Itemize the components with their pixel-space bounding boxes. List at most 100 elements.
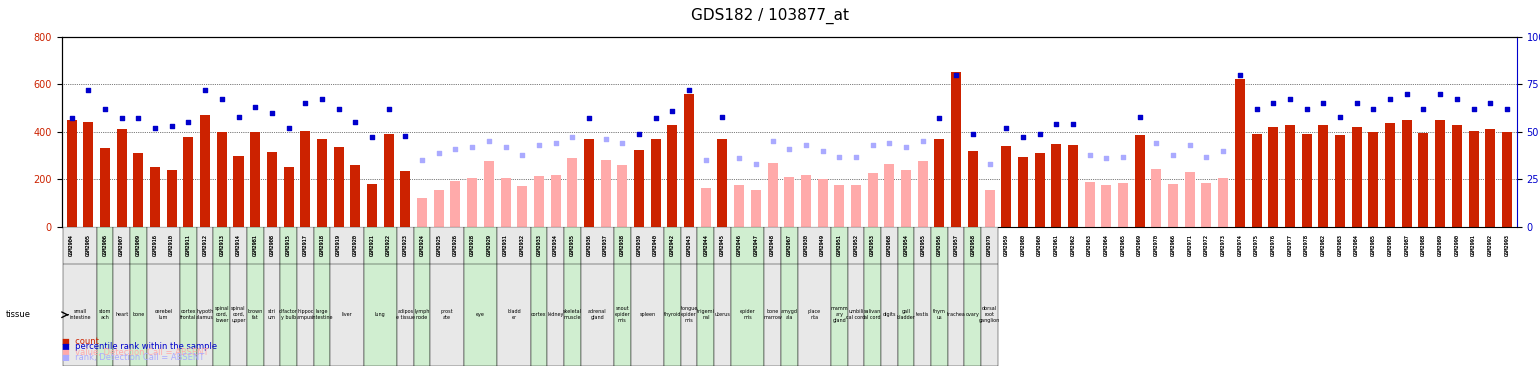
Bar xyxy=(784,177,795,227)
Text: place
nta: place nta xyxy=(807,309,821,320)
Point xyxy=(893,144,918,150)
Bar xyxy=(1269,127,1278,227)
Text: salivan
al cord: salivan al cord xyxy=(864,309,881,320)
Point xyxy=(476,138,501,144)
FancyBboxPatch shape xyxy=(864,264,881,366)
Text: GSM2945: GSM2945 xyxy=(721,234,725,256)
Text: mamm
ary
gland: mamm ary gland xyxy=(830,306,849,323)
FancyBboxPatch shape xyxy=(781,227,798,264)
FancyBboxPatch shape xyxy=(97,227,114,264)
Text: GSM2975: GSM2975 xyxy=(1254,234,1260,256)
Bar xyxy=(1135,135,1144,227)
Text: GSM2922: GSM2922 xyxy=(387,234,391,256)
Text: GSM2970: GSM2970 xyxy=(1153,234,1160,256)
Text: GSM2973: GSM2973 xyxy=(1221,234,1226,256)
Bar xyxy=(367,184,377,227)
Text: GSM2965: GSM2965 xyxy=(1121,234,1126,256)
Text: GSM2921: GSM2921 xyxy=(370,234,374,256)
Text: GSM2906: GSM2906 xyxy=(103,234,108,256)
Point xyxy=(360,135,385,141)
Bar xyxy=(1284,124,1295,227)
Text: GSM2907: GSM2907 xyxy=(119,234,125,256)
Text: GSM2925: GSM2925 xyxy=(436,234,442,256)
Text: GSM2913: GSM2913 xyxy=(219,234,225,256)
Text: GSM2947: GSM2947 xyxy=(753,234,758,256)
Text: eye: eye xyxy=(476,312,485,317)
Bar xyxy=(1502,132,1512,227)
Text: GSM2968: GSM2968 xyxy=(887,234,892,256)
FancyBboxPatch shape xyxy=(314,264,330,366)
Text: GSM2980: GSM2980 xyxy=(1021,234,1026,256)
FancyBboxPatch shape xyxy=(114,264,129,366)
Text: GSM2971: GSM2971 xyxy=(1187,234,1192,256)
Bar xyxy=(1335,135,1344,227)
Point xyxy=(410,157,434,163)
Text: GSM2988: GSM2988 xyxy=(1421,234,1426,256)
Text: GSM2922: GSM2922 xyxy=(387,234,391,256)
Bar xyxy=(767,163,778,227)
Text: bladd
er: bladd er xyxy=(507,309,521,320)
Text: GSM2930: GSM2930 xyxy=(804,234,808,256)
Text: GSM2943: GSM2943 xyxy=(687,234,691,256)
Text: cerebel
lum: cerebel lum xyxy=(154,309,172,320)
Text: GSM2931: GSM2931 xyxy=(504,234,508,256)
Text: GSM2970: GSM2970 xyxy=(1153,234,1160,256)
FancyBboxPatch shape xyxy=(330,227,363,264)
Text: GSM2978: GSM2978 xyxy=(1304,234,1309,256)
Text: GSM2991: GSM2991 xyxy=(1471,234,1475,256)
FancyBboxPatch shape xyxy=(732,264,764,366)
FancyBboxPatch shape xyxy=(214,227,229,264)
FancyBboxPatch shape xyxy=(764,227,781,264)
Text: GSM2965: GSM2965 xyxy=(1121,234,1126,256)
Text: GSM2917: GSM2917 xyxy=(303,234,308,256)
Bar xyxy=(818,179,827,227)
Bar xyxy=(952,72,961,227)
FancyBboxPatch shape xyxy=(97,264,114,366)
Text: GSM2944: GSM2944 xyxy=(704,234,708,256)
Text: large
intestine: large intestine xyxy=(311,309,333,320)
FancyBboxPatch shape xyxy=(832,264,847,366)
Bar xyxy=(266,152,277,227)
Bar xyxy=(500,178,511,227)
Point xyxy=(927,116,952,122)
Text: GSM2982: GSM2982 xyxy=(1321,234,1326,256)
Text: testis: testis xyxy=(916,312,930,317)
Bar xyxy=(451,180,460,227)
Text: GSM2928: GSM2928 xyxy=(470,234,474,256)
FancyBboxPatch shape xyxy=(263,264,280,366)
Bar xyxy=(417,198,427,227)
Text: GSM2946: GSM2946 xyxy=(736,234,742,256)
Text: GSM2988: GSM2988 xyxy=(1421,234,1426,256)
Text: GSM2953: GSM2953 xyxy=(870,234,875,256)
Point xyxy=(693,157,718,163)
Text: GSM2958: GSM2958 xyxy=(970,234,975,256)
Point xyxy=(1244,106,1269,112)
Point xyxy=(944,72,969,78)
FancyBboxPatch shape xyxy=(581,227,614,264)
Text: GSM2934: GSM2934 xyxy=(553,234,557,256)
FancyBboxPatch shape xyxy=(964,264,981,366)
FancyBboxPatch shape xyxy=(547,227,564,264)
Bar xyxy=(1452,124,1461,227)
Text: kidney: kidney xyxy=(547,312,564,317)
Text: GSM2972: GSM2972 xyxy=(1204,234,1209,256)
Text: GSM2958: GSM2958 xyxy=(970,234,975,256)
Bar xyxy=(1101,185,1112,227)
Text: GSM2935: GSM2935 xyxy=(570,234,574,256)
FancyBboxPatch shape xyxy=(564,264,581,366)
Text: GSM2974: GSM2974 xyxy=(1237,234,1243,256)
Point xyxy=(243,104,268,110)
Text: GSM2973: GSM2973 xyxy=(1221,234,1226,256)
Text: GSM2975: GSM2975 xyxy=(1254,234,1260,256)
Bar xyxy=(283,168,294,227)
Bar xyxy=(1384,123,1395,227)
Point xyxy=(910,138,935,144)
Text: GSM2919: GSM2919 xyxy=(336,234,342,256)
FancyBboxPatch shape xyxy=(664,264,681,366)
FancyBboxPatch shape xyxy=(63,264,97,366)
FancyBboxPatch shape xyxy=(614,227,631,264)
Point xyxy=(661,108,685,114)
Text: ■  rank, Detection Call = ABSENT: ■ rank, Detection Call = ABSENT xyxy=(62,353,203,362)
Text: GSM2904: GSM2904 xyxy=(69,234,74,256)
Point xyxy=(109,116,134,122)
